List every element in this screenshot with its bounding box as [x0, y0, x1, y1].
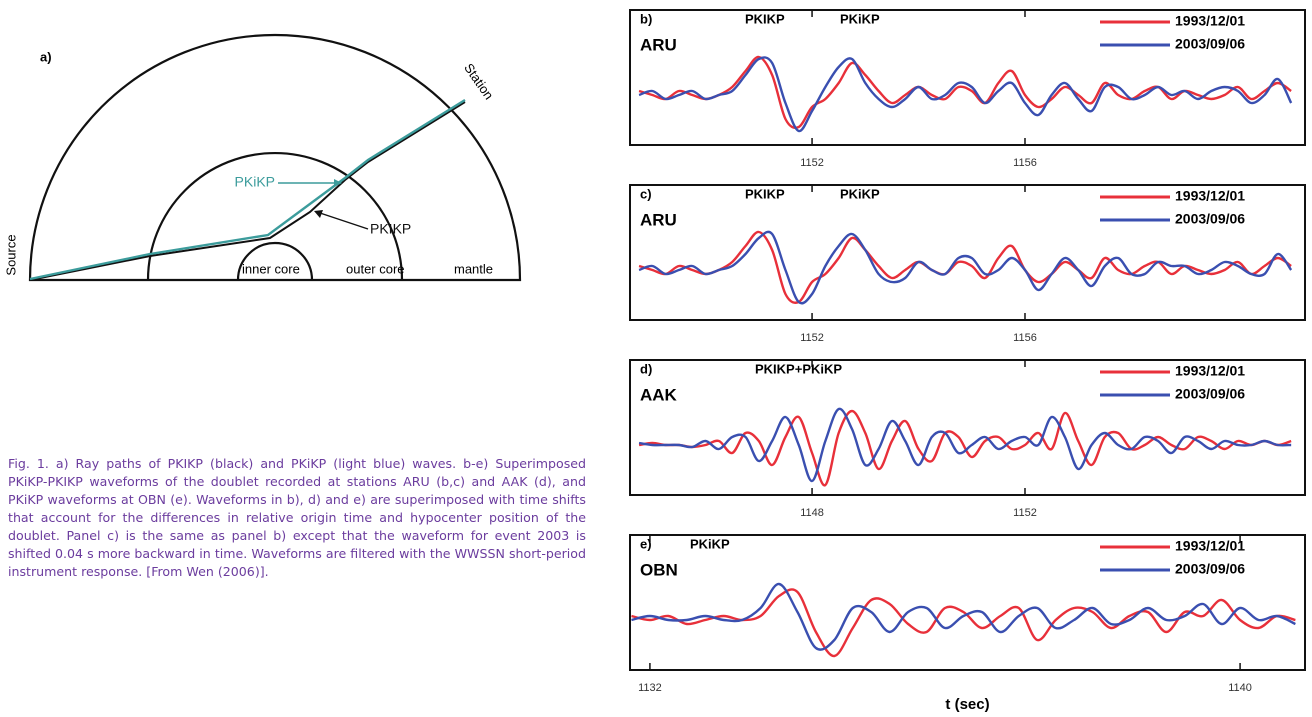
- waveform: [631, 582, 1296, 651]
- panel-frame: [629, 359, 1306, 496]
- x-tick-label: 1156: [1013, 157, 1037, 169]
- x-tick-label: 1132: [638, 682, 662, 694]
- x-tick-label: 1152: [800, 157, 824, 169]
- mantle-outline: [28, 33, 522, 282]
- waveform: [638, 407, 1292, 483]
- station-label: AAK: [640, 385, 678, 404]
- waveform: [638, 230, 1293, 305]
- panel-label: b): [640, 11, 652, 26]
- panel-label: d): [640, 361, 652, 376]
- arrowhead: [314, 210, 323, 218]
- panel-label: e): [640, 536, 652, 551]
- legend-label: 2003/09/06: [1175, 36, 1245, 52]
- region-label: inner core: [242, 261, 300, 276]
- station-label: ARU: [640, 210, 677, 229]
- legend-label: 1993/12/01: [1175, 363, 1245, 379]
- legend-label: 2003/09/06: [1175, 211, 1245, 227]
- inner-core-outline: [236, 241, 314, 281]
- phase-label: PKIKP+PKiKP: [755, 361, 842, 376]
- figure-caption: Fig. 1. a) Ray paths of PKIKP (black) an…: [8, 456, 586, 579]
- panel-label: c): [640, 186, 652, 201]
- x-tick-label: 1156: [1013, 332, 1037, 344]
- ray-label: PKiKP: [235, 174, 275, 190]
- source-label: Source: [3, 234, 18, 275]
- arrowhead: [334, 179, 342, 187]
- phase-label: PKIKP: [745, 11, 785, 26]
- pkikp-teal-ray: [29, 98, 466, 281]
- panel-frame: [629, 534, 1306, 671]
- outer-core-outline: [146, 151, 404, 281]
- phase-label: PKiKP: [840, 186, 880, 201]
- ray-diagram: [28, 33, 522, 282]
- station-label: ARU: [640, 35, 677, 54]
- x-tick-label: 1152: [1013, 507, 1037, 519]
- waveform: [638, 55, 1292, 130]
- panel-label: a): [40, 49, 52, 64]
- waveform: [638, 56, 1293, 133]
- waveform: [631, 588, 1296, 658]
- pkikp-ray: [29, 101, 466, 281]
- ray-label: PKIKP: [370, 221, 411, 237]
- phase-label: PKIKP: [745, 186, 785, 201]
- panel-frame: [629, 9, 1306, 146]
- region-label: mantle: [454, 261, 493, 276]
- phase-label: PKiKP: [690, 536, 730, 551]
- x-axis-title: t (sec): [945, 696, 989, 713]
- station-label: Station: [461, 61, 497, 103]
- region-label: outer core: [346, 261, 405, 276]
- x-tick-label: 1152: [800, 332, 824, 344]
- phase-label: PKiKP: [840, 11, 880, 26]
- panel-frame: [629, 184, 1306, 321]
- station-label: OBN: [640, 560, 678, 579]
- arrow: [319, 212, 369, 230]
- waveform: [638, 409, 1292, 487]
- x-tick-label: 1140: [1228, 682, 1252, 694]
- waveform: [638, 230, 1292, 305]
- legend-label: 2003/09/06: [1175, 561, 1245, 577]
- legend-label: 1993/12/01: [1175, 188, 1245, 204]
- legend-label: 1993/12/01: [1175, 538, 1245, 554]
- x-tick-label: 1148: [800, 507, 824, 519]
- legend-label: 1993/12/01: [1175, 13, 1245, 29]
- legend-label: 2003/09/06: [1175, 386, 1245, 402]
